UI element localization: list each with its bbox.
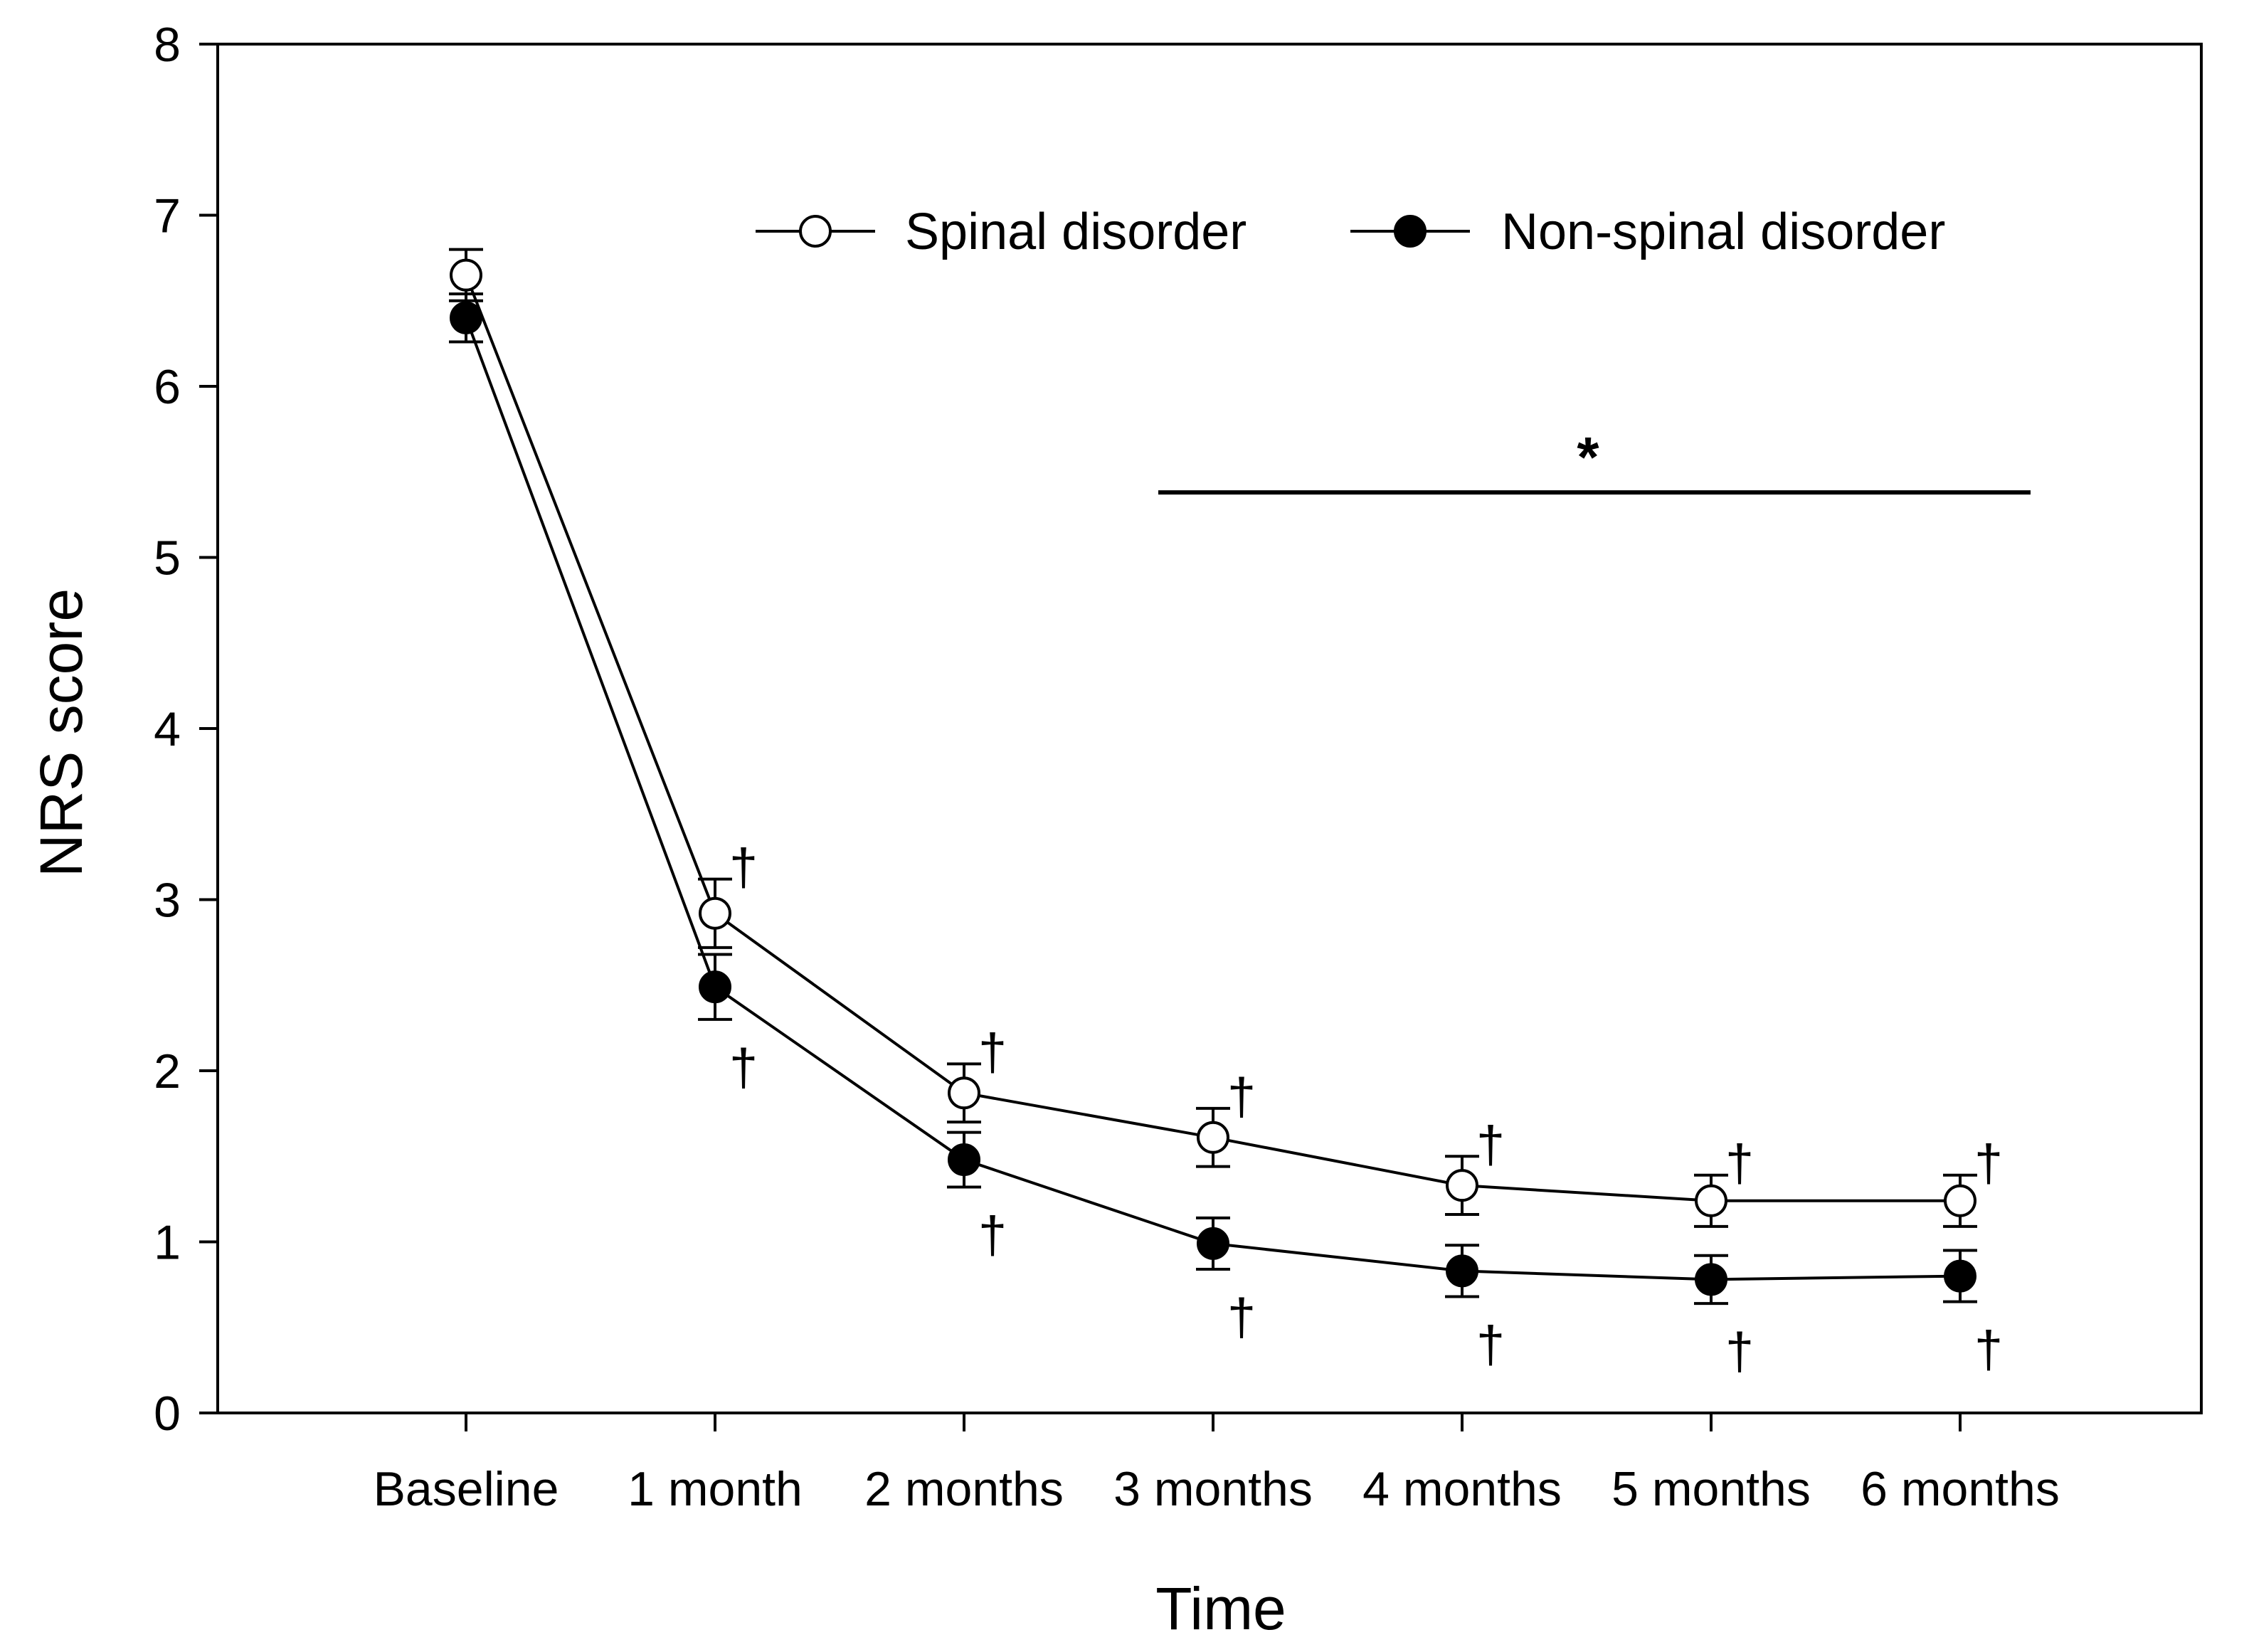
data-point — [450, 258, 482, 292]
legend-item: Spinal disorder — [756, 203, 1247, 260]
y-tick-label: 1 — [154, 1216, 181, 1270]
dagger-label: † — [729, 1039, 758, 1096]
y-axis-title: NRS score — [28, 588, 95, 877]
significance-annotation: * — [1158, 425, 2031, 495]
y-tick-label: 2 — [154, 1044, 181, 1098]
data-point — [1446, 1169, 1478, 1202]
data-point — [1197, 1227, 1229, 1260]
dagger-label: † — [729, 840, 758, 896]
data-point — [1446, 1254, 1478, 1288]
dagger-label: † — [1476, 1316, 1505, 1373]
x-tick-label: 3 months — [1113, 1462, 1313, 1516]
data-point — [699, 970, 731, 1004]
data-point — [450, 301, 482, 334]
data-point — [1197, 1121, 1229, 1154]
x-tick-label: 1 month — [628, 1462, 803, 1516]
y-tick-label: 4 — [154, 702, 181, 756]
dagger-label: † — [1974, 1135, 2003, 1192]
legend-marker — [799, 215, 832, 248]
dagger-label: † — [1227, 1289, 1256, 1346]
x-tick-label: Baseline — [374, 1462, 559, 1516]
dagger-label: † — [1725, 1323, 1754, 1380]
legend-marker — [1394, 215, 1427, 248]
data-point — [1695, 1263, 1727, 1296]
y-tick-label: 8 — [154, 18, 181, 72]
dagger-label: † — [1227, 1069, 1256, 1126]
x-axis-title: Time — [1155, 1575, 1286, 1642]
y-tick-label: 3 — [154, 874, 181, 928]
x-tick-label: 6 months — [1861, 1462, 2060, 1516]
dagger-label: † — [978, 1024, 1007, 1081]
data-point — [1944, 1259, 1976, 1293]
x-tick-label: 2 months — [864, 1462, 1064, 1516]
data-point — [1944, 1184, 1976, 1217]
dagger-label: † — [978, 1207, 1007, 1264]
y-tick-label: 0 — [154, 1387, 181, 1441]
data-point — [948, 1076, 980, 1110]
legend-label: Spinal disorder — [905, 203, 1247, 260]
series-non-spinal-disorder: † † † † † † — [449, 292, 2003, 1380]
dagger-label: † — [1476, 1116, 1505, 1173]
y-tick-label: 5 — [154, 531, 181, 586]
legend: Spinal disorder Non-spinal disorder — [756, 203, 1945, 260]
x-tick-label: 5 months — [1611, 1462, 1811, 1516]
series-spinal-disorder: † † † † † † — [449, 248, 2003, 1228]
y-tick-label: 6 — [154, 360, 181, 414]
significance-symbol: * — [1577, 425, 1599, 489]
y-axis: 0 1 2 3 4 5 6 7 8 — [154, 18, 218, 1441]
legend-label: Non-spinal disorder — [1501, 203, 1945, 260]
legend-item: Non-spinal disorder — [1350, 203, 1945, 260]
data-point — [1695, 1184, 1727, 1217]
dagger-label: † — [1725, 1135, 1754, 1192]
dagger-label: † — [1974, 1322, 2003, 1379]
data-point — [699, 896, 731, 930]
x-tick-label: 4 months — [1362, 1462, 1562, 1516]
data-point — [948, 1143, 980, 1177]
series-layer: † † † † † † † † † † † † — [449, 248, 2003, 1380]
y-tick-label: 7 — [154, 189, 181, 243]
x-axis: Baseline 1 month 2 months 3 months 4 months 5… — [374, 1413, 2060, 1516]
